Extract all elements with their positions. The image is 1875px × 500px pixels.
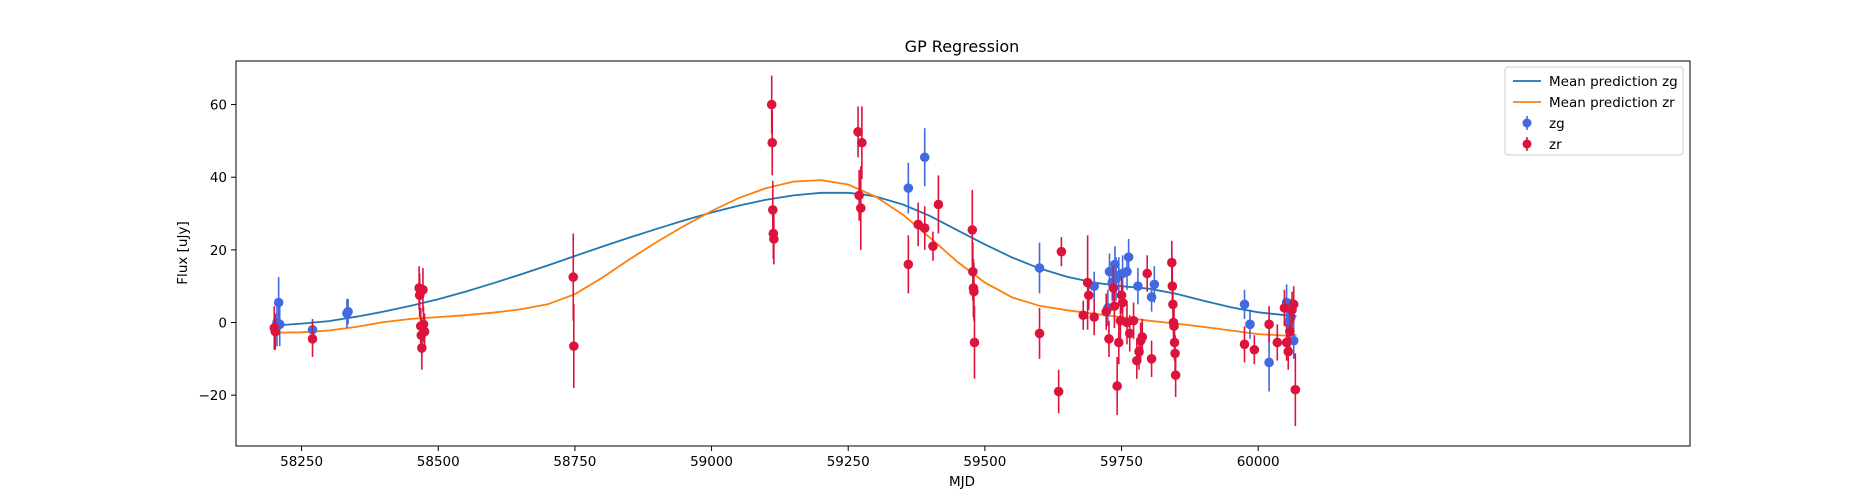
data-point-zr: [1283, 346, 1294, 357]
x-tick-label: 58500: [417, 454, 460, 470]
data-point-zg: [1245, 319, 1255, 330]
x-tick-label: 59750: [1100, 454, 1143, 470]
y-tick-label: 40: [210, 170, 227, 186]
data-point-zr: [1167, 257, 1177, 268]
data-point-zr: [903, 259, 914, 270]
data-point-zr: [855, 203, 866, 213]
data-point-zg: [1264, 357, 1274, 368]
x-tick-label: 59250: [827, 454, 870, 470]
x-tick-label: 58250: [280, 454, 323, 470]
data-point-zr: [928, 241, 938, 252]
data-point-zr: [1264, 319, 1274, 330]
data-point-zr: [1137, 332, 1148, 342]
data-point-zr: [418, 319, 429, 330]
y-tick-label: 0: [218, 316, 227, 332]
x-axis-label: MJD: [949, 474, 975, 490]
data-point-zg: [1122, 266, 1132, 277]
data-point-zr: [933, 199, 944, 210]
data-point-zr: [1101, 306, 1112, 317]
data-point-zr: [1128, 315, 1139, 326]
data-point-zr: [1104, 334, 1114, 344]
data-point-zr: [1249, 344, 1260, 355]
legend: Mean prediction zg Mean prediction zr zg zr: [1504, 66, 1684, 156]
legend-marker-swatch: [1522, 118, 1532, 128]
legend-label: Mean prediction zg: [1549, 74, 1678, 90]
data-point-zg: [1133, 281, 1143, 291]
data-point-zg: [273, 297, 284, 308]
mean-line-zg: [276, 191, 1297, 327]
y-axis-label: Flux [uJy]: [175, 221, 191, 284]
y-tick-label: 20: [210, 243, 227, 259]
data-point-zr: [1112, 381, 1122, 391]
legend-label: Mean prediction zr: [1549, 95, 1675, 111]
data-point-zr: [1142, 268, 1153, 279]
data-point-zr: [769, 234, 779, 244]
data-point-zr: [419, 326, 430, 337]
data-point-zr: [1116, 290, 1127, 301]
data-point-zr: [1285, 326, 1295, 337]
data-point-zr: [1124, 328, 1135, 339]
data-point-zg: [1123, 252, 1134, 262]
data-point-zg: [1146, 292, 1157, 302]
data-point-zr: [1089, 312, 1099, 322]
data-point-zg: [1239, 299, 1250, 310]
data-point-zr: [1053, 386, 1064, 397]
legend-marker-swatch: [1522, 139, 1532, 149]
data-point-zr: [1290, 384, 1301, 395]
data-point-zr: [853, 127, 863, 137]
x-tick-label: 60000: [1237, 454, 1280, 470]
data-point-zr: [967, 225, 978, 235]
data-point-zr: [1078, 310, 1089, 321]
data-point-zr: [1272, 337, 1283, 348]
data-point-zr: [307, 334, 318, 344]
axes-frame: [235, 60, 1691, 447]
data-point-zr: [1083, 290, 1094, 301]
y-axis-ticks: −20 0 20 40 60: [199, 98, 236, 404]
data-point-zg: [343, 306, 353, 317]
data-point-zr: [1170, 370, 1181, 380]
data-point-zr: [969, 337, 980, 348]
data-point-zr: [857, 137, 867, 148]
data-point-zr: [1113, 337, 1124, 348]
data-point-zr: [854, 190, 864, 201]
data-point-zr: [1279, 303, 1290, 313]
data-point-zr: [1109, 301, 1120, 311]
data-point-zr: [969, 286, 979, 297]
data-point-zr: [1082, 277, 1093, 288]
data-point-zr: [270, 326, 281, 337]
data-point-zr: [766, 99, 777, 110]
series-zr: [269, 75, 1301, 427]
data-point-zg: [919, 152, 930, 163]
data-point-zr: [1117, 297, 1128, 308]
data-point-zr: [1056, 246, 1067, 257]
x-tick-label: 59000: [690, 454, 733, 470]
x-axis-ticks: 58250 58500 58750 59000 59250 59500 59750 60000: [280, 446, 1280, 470]
data-point-zr: [1146, 354, 1157, 364]
data-point-zr: [568, 272, 579, 282]
plot-area: [235, 60, 1691, 447]
data-point-zr: [418, 285, 428, 295]
x-tick-label: 58750: [553, 454, 596, 470]
data-point-zr: [1288, 299, 1299, 310]
legend-label: zr: [1549, 137, 1562, 153]
legend-label: zg: [1549, 116, 1565, 132]
data-point-zg: [1034, 263, 1045, 273]
series-zg: [272, 128, 1299, 392]
data-point-zr: [1034, 328, 1045, 339]
y-tick-label: −20: [199, 388, 228, 404]
data-point-zr: [1108, 283, 1119, 293]
data-point-zg: [903, 183, 914, 193]
legend-box: [1504, 66, 1684, 156]
data-point-zr: [767, 137, 778, 148]
data-point-zr: [919, 223, 930, 233]
data-point-zr: [1239, 339, 1250, 350]
chart-title: GP Regression: [905, 37, 1020, 56]
mean-line-zr: [276, 179, 1297, 337]
x-tick-label: 59500: [963, 454, 1006, 470]
y-tick-label: 60: [210, 98, 227, 114]
data-point-zr: [569, 341, 579, 351]
